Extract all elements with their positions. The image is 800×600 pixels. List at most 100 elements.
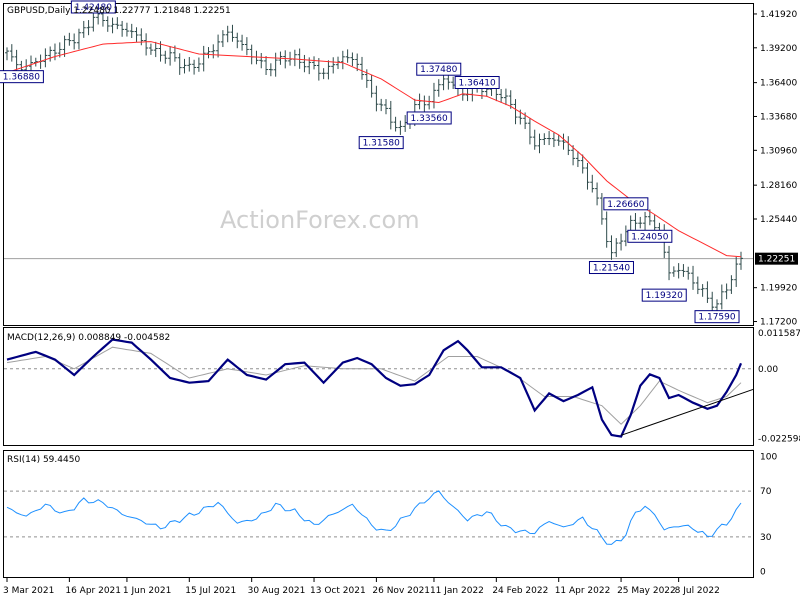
price-tick-label: 1.36400 [760, 79, 797, 89]
candle [719, 284, 724, 310]
price-tick-label: 1.28160 [760, 181, 797, 191]
candle [120, 20, 125, 37]
rsi-tick-label: 100 [760, 453, 777, 463]
candle [638, 216, 643, 229]
candle [355, 53, 360, 72]
candle [211, 44, 216, 59]
candle [360, 56, 365, 80]
candle [700, 284, 705, 297]
candle [91, 13, 96, 32]
price-annotation: 1.21540 [588, 261, 634, 275]
annotation-box [588, 261, 634, 275]
current-price-label: 1.22251 [758, 255, 795, 265]
candle [115, 17, 120, 30]
candle [110, 17, 115, 34]
price-annotation: 1.37480 [416, 62, 462, 76]
candle [383, 99, 388, 115]
candle [9, 44, 14, 62]
candle [619, 233, 624, 251]
price-annotation: 1.24050 [627, 229, 673, 243]
rsi-tick-label: 70 [760, 487, 772, 497]
candle [264, 56, 269, 76]
annotation-box [406, 111, 452, 125]
macd-panel-frame [3, 327, 754, 446]
candle [244, 37, 249, 56]
candle [350, 52, 355, 67]
candle [316, 58, 321, 81]
candle [527, 117, 532, 145]
candle [273, 52, 278, 77]
candle [379, 98, 384, 112]
candle [345, 49, 350, 63]
price-annotation: 1.26660 [603, 197, 649, 211]
candle [676, 263, 681, 279]
candle [614, 238, 619, 258]
x-tick-label: 1 Jun 2021 [123, 586, 171, 596]
candle [695, 276, 700, 295]
candle [124, 22, 129, 37]
macd-main-line [6, 338, 743, 438]
macd-panel-header: MACD(12,26,9) 0.008849 -0.004582 [7, 333, 170, 343]
annotation-box [416, 62, 462, 76]
price-annotation: 1.42480 [70, 0, 116, 14]
price-tick-label: 1.39200 [760, 44, 797, 54]
candle [134, 27, 139, 42]
candle [681, 264, 686, 277]
annotation-box [627, 229, 673, 243]
macd-layer [4, 338, 754, 438]
macd-tick-label: 0.011587 [758, 329, 800, 339]
candle [441, 73, 446, 91]
annotation-box [70, 0, 116, 14]
annotation-label: 1.36410 [459, 79, 496, 89]
candle [575, 150, 580, 168]
watermark: ActionForex.com [220, 206, 420, 234]
candle [105, 16, 110, 32]
annotation-label: 1.36880 [3, 73, 40, 83]
candle [667, 245, 672, 281]
annotation-label: 1.24050 [631, 232, 668, 242]
candle [734, 256, 739, 287]
candle [551, 132, 556, 148]
x-tick-label: 30 Aug 2021 [248, 586, 306, 596]
candle [739, 251, 743, 270]
candle [604, 211, 609, 248]
annotation-label: 1.19320 [646, 291, 683, 301]
rsi-panel-header: RSI(14) 59.4450 [7, 455, 80, 465]
candle [177, 53, 182, 75]
candle [436, 79, 441, 97]
price-annotation: 1.36880 [0, 70, 44, 84]
candle [62, 35, 67, 57]
candle [556, 134, 561, 146]
candle [537, 133, 542, 154]
candle [312, 56, 317, 70]
price-annotation: 1.17590 [694, 310, 740, 324]
candle [503, 88, 508, 106]
candle [393, 116, 398, 132]
candle [340, 50, 345, 70]
x-tick-label: 8 Jul 2022 [675, 586, 720, 596]
candle [230, 24, 235, 42]
price-tick-label: 1.17200 [760, 318, 797, 328]
candle [724, 283, 729, 300]
candle [609, 235, 614, 260]
candle [595, 182, 600, 206]
current-price-tag [755, 252, 798, 265]
price-annotation: 1.19320 [641, 288, 687, 302]
price-tick-label: 1.41920 [760, 10, 797, 20]
candle [76, 28, 81, 50]
candle [388, 100, 393, 130]
x-tick-label: 11 Apr 2022 [555, 586, 611, 596]
annotation-label: 1.26660 [607, 200, 644, 210]
price-panel-header: GBPUSD,Daily 1.22480 1.22777 1.21848 1.2… [7, 6, 231, 16]
price-annotation: 1.36410 [454, 76, 500, 90]
candle [643, 211, 648, 231]
rsi-tick-label: 30 [760, 533, 772, 543]
annotation-box [603, 197, 649, 211]
candle [326, 60, 331, 80]
candle [331, 57, 336, 74]
price-panel-frame [3, 3, 754, 326]
macd-trendline [620, 388, 754, 436]
candle [86, 20, 91, 36]
